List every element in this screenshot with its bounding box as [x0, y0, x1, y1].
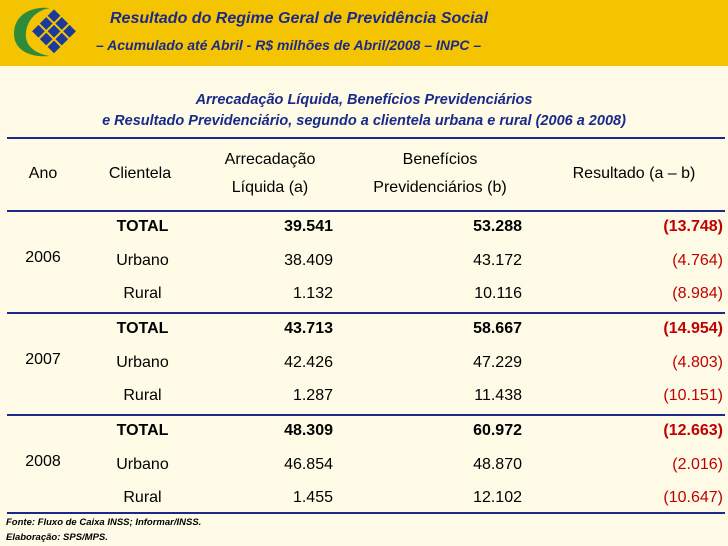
resultado-cell: (10.151): [663, 387, 723, 404]
header-banner: Resultado do Regime Geral de Previdência…: [0, 0, 728, 66]
beneficios-cell: 47.229: [473, 354, 522, 371]
beneficios-cell: 58.667: [473, 320, 522, 337]
beneficios-cell: 43.172: [473, 252, 522, 269]
clientela-cell: TOTAL: [116, 320, 169, 337]
arrecadacao-cell: 43.713: [284, 320, 333, 337]
resultado-cell: (12.663): [663, 422, 723, 439]
beneficios-cell: 11.438: [474, 387, 522, 404]
inss-logo-icon: [14, 7, 76, 57]
beneficios-cell: 10.116: [474, 285, 522, 302]
beneficios-cell: 60.972: [473, 422, 522, 439]
group-divider: [7, 414, 725, 416]
resultado-cell: (13.748): [663, 218, 723, 235]
col-header-arrecadacao-line1: Arrecadação: [224, 151, 316, 168]
resultado-cell: (4.803): [672, 354, 723, 371]
group-divider: [7, 312, 725, 314]
beneficios-cell: 12.102: [473, 489, 522, 506]
beneficios-cell: 53.288: [473, 218, 522, 235]
resultado-cell: (14.954): [663, 320, 723, 337]
resultado-cell: (2.016): [672, 456, 723, 473]
table-header-rule: [7, 210, 725, 212]
year-cell: 2008: [25, 453, 61, 470]
clientela-cell: Rural: [123, 387, 162, 404]
table-top-rule: [7, 137, 725, 139]
col-header-beneficios-line2: Previdenciários (b): [373, 179, 507, 196]
arrecadacao-cell: 1.455: [292, 489, 333, 506]
arrecadacao-cell: 1.287: [292, 387, 333, 404]
arrecadacao-cell: 38.409: [284, 252, 333, 269]
year-cell: 2006: [25, 249, 61, 266]
table-title-line2: e Resultado Previdenciário, segundo a cl…: [102, 113, 626, 129]
col-header-clientela: Clientela: [108, 165, 172, 182]
resultado-cell: (4.764): [672, 252, 723, 269]
arrecadacao-cell: 46.854: [284, 456, 333, 473]
col-header-ano: Ano: [28, 165, 58, 182]
header-subtitle: – Acumulado até Abril - R$ milhões de Ab…: [96, 37, 482, 53]
arrecadacao-cell: 42.426: [284, 354, 333, 371]
clientela-cell: Urbano: [116, 354, 169, 371]
resultado-cell: (8.984): [672, 285, 723, 302]
clientela-cell: Rural: [123, 285, 162, 302]
table-title-line1: Arrecadação Líquida, Benefícios Previden…: [195, 92, 533, 108]
col-header-beneficios-line1: Benefícios: [402, 151, 478, 168]
arrecadacao-cell: 1.132: [292, 285, 333, 302]
clientela-cell: Rural: [123, 489, 162, 506]
clientela-cell: Urbano: [116, 252, 169, 269]
arrecadacao-cell: 48.309: [284, 422, 333, 439]
beneficios-cell: 48.870: [473, 456, 522, 473]
col-header-resultado: Resultado (a – b): [572, 165, 696, 182]
arrecadacao-cell: 39.541: [284, 218, 333, 235]
clientela-cell: TOTAL: [116, 218, 169, 235]
resultado-cell: (10.647): [663, 489, 723, 506]
group-divider: [7, 512, 725, 514]
footer-elaboration: Elaboração: SPS/MPS.: [6, 532, 108, 543]
footer-source: Fonte: Fluxo de Caixa INSS; Informar/INS…: [6, 517, 202, 528]
header-title: Resultado do Regime Geral de Previdência…: [110, 10, 488, 27]
clientela-cell: Urbano: [116, 456, 169, 473]
clientela-cell: TOTAL: [116, 422, 169, 439]
col-header-arrecadacao-line2: Líquida (a): [231, 179, 309, 196]
year-cell: 2007: [25, 351, 61, 368]
